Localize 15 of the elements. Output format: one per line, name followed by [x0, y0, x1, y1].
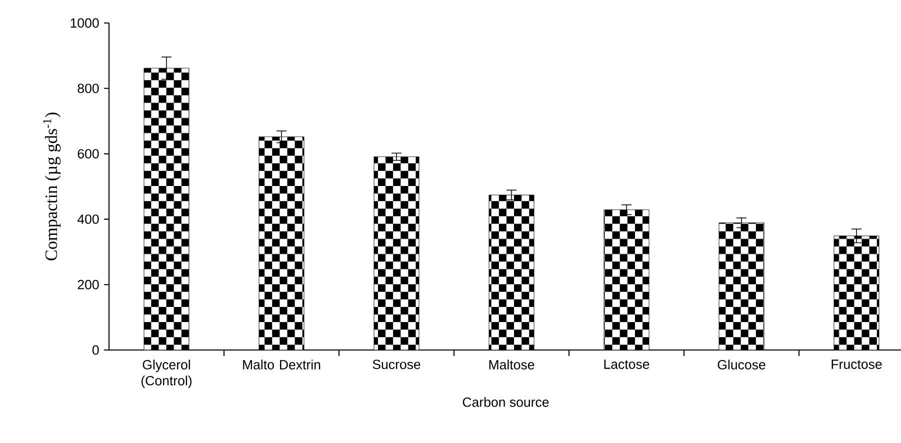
- y-tick-label: 800: [78, 84, 99, 94]
- x-tick-label: Fructose: [832, 360, 882, 369]
- y-tick-label: 600: [78, 149, 99, 158]
- x-tick-label: Lactose: [604, 360, 650, 369]
- y-tick-label: 1000: [70, 18, 99, 28]
- x-tick-label: Sucrose: [372, 360, 420, 370]
- y-tick-label: 400: [77, 214, 99, 224]
- y-tick-label: 0: [92, 345, 99, 355]
- x-tick-label: Maltose: [489, 360, 534, 370]
- y-tick-label: 200: [78, 280, 99, 290]
- x-axis-title: Carbon source: [462, 397, 549, 407]
- x-tick-label: Glycerol (Control): [142, 360, 192, 388]
- x-tick-label: Glucose: [718, 360, 766, 370]
- x-tick-label: Malto Dextrin: [243, 360, 320, 370]
- y-axis-title: Compactin (µg gds$^{-1}$): [43, 112, 61, 260]
